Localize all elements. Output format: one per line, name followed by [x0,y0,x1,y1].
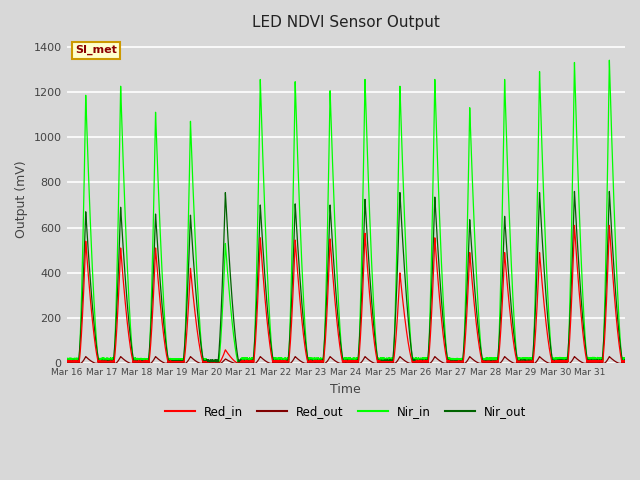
Nir_in [91,309,99,315]
Red_in [621,360,629,365]
Red_out [621,360,629,366]
Line: Red_out: Red_out [67,357,625,363]
Red_in [417,359,425,365]
Nir_in [265,300,273,305]
Red_out [204,360,211,366]
X-axis label: Time: Time [330,383,361,396]
Nir_in [477,341,484,347]
Y-axis label: Output (mV): Output (mV) [15,160,28,238]
Legend: Red_in, Red_out, Nir_in, Nir_out: Red_in, Red_out, Nir_in, Nir_out [161,401,531,423]
Line: Red_in: Red_in [67,226,625,363]
Nir_in [605,57,613,63]
Nir_out [507,295,515,300]
Red_out [82,354,90,360]
Line: Nir_out: Nir_out [67,192,625,362]
Red_out [63,360,70,366]
Nir_in [507,240,515,246]
Red_in [507,313,515,319]
Red_in [265,334,273,339]
Nir_out [477,346,484,351]
Nir_out [393,277,401,283]
Red_out [477,360,484,366]
Nir_in [393,235,401,240]
Red_in [91,337,99,343]
Nir_in [621,359,629,364]
Red_in [209,360,217,366]
Red_out [507,359,515,364]
Red_in [63,360,70,365]
Nir_out [571,189,579,194]
Line: Nir_in: Nir_in [67,60,625,363]
Red_in [393,320,401,325]
Nir_out [417,359,425,365]
Nir_in [204,360,211,366]
Red_out [265,360,273,366]
Red_in [477,352,484,358]
Nir_out [91,327,99,333]
Nir_out [621,358,629,364]
Red_out [418,360,426,366]
Nir_in [417,358,425,364]
Nir_out [265,321,273,327]
Nir_out [63,358,70,363]
Red_in [571,223,579,228]
Nir_in [63,358,70,363]
Nir_out [452,360,460,365]
Red_out [91,360,99,366]
Title: LED NDVI Sensor Output: LED NDVI Sensor Output [252,15,440,30]
Red_out [394,359,401,364]
Text: SI_met: SI_met [75,45,116,56]
